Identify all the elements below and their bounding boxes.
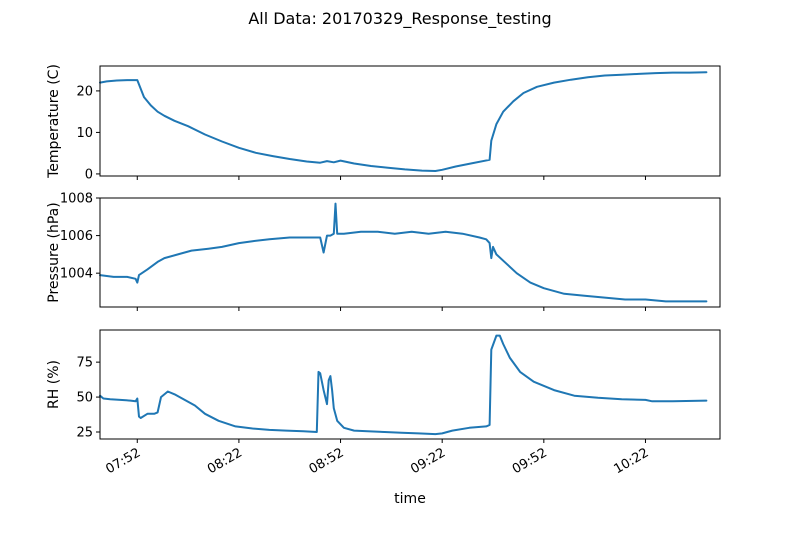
x-tick-label: 08:22 (205, 445, 245, 477)
rh-series-line (99, 334, 708, 436)
y-tick-label: 25 (76, 426, 93, 441)
y-tick-label: 1004 (60, 267, 93, 282)
y-tick-label: 1006 (60, 229, 93, 244)
pressure-panel: 1004 1006 1008 Pressure (hPa) (46, 192, 721, 311)
pressure-axes-frame (99, 197, 721, 308)
chart-title: All Data: 20170329_Response_testing (248, 9, 551, 29)
x-tick-labels: 07:52 08:22 08:52 09:22 09:52 10:22 (103, 445, 651, 477)
temperature-panel: 0 10 20 Temperature (C) (46, 64, 721, 182)
rh-tick-marks (96, 361, 646, 443)
pressure-series-line (99, 202, 708, 303)
x-tick-label: 09:52 (510, 445, 550, 477)
rh-y-axis-label: RH (%) (46, 360, 62, 409)
x-tick-label: 08:52 (307, 445, 347, 477)
y-tick-label: 0 (85, 167, 93, 182)
rh-axes-frame (99, 329, 721, 440)
temperature-y-tick-labels: 0 10 20 (76, 84, 93, 182)
pressure-y-axis-label: Pressure (hPa) (46, 202, 62, 302)
y-tick-label: 10 (76, 126, 93, 141)
temperature-series-line (99, 71, 708, 172)
temperature-axes-frame (99, 65, 721, 177)
y-tick-label: 20 (76, 84, 93, 99)
rh-panel: 25 50 75 RH (%) 07:52 08:22 08:52 09:22 09:52 1… (46, 329, 721, 477)
y-tick-label: 75 (76, 356, 93, 371)
x-tick-label: 09:22 (408, 445, 448, 477)
y-tick-label: 50 (76, 391, 93, 406)
temperature-y-axis-label: Temperature (C) (46, 64, 62, 179)
temperature-tick-marks (96, 90, 646, 180)
pressure-y-tick-labels: 1004 1006 1008 (60, 192, 93, 282)
x-axis-label: time (394, 491, 426, 507)
y-tick-label: 1008 (60, 192, 93, 207)
pressure-tick-marks (96, 197, 646, 311)
x-tick-label: 07:52 (103, 445, 143, 477)
rh-y-tick-labels: 25 50 75 (76, 356, 93, 441)
x-tick-label: 10:22 (612, 445, 652, 477)
